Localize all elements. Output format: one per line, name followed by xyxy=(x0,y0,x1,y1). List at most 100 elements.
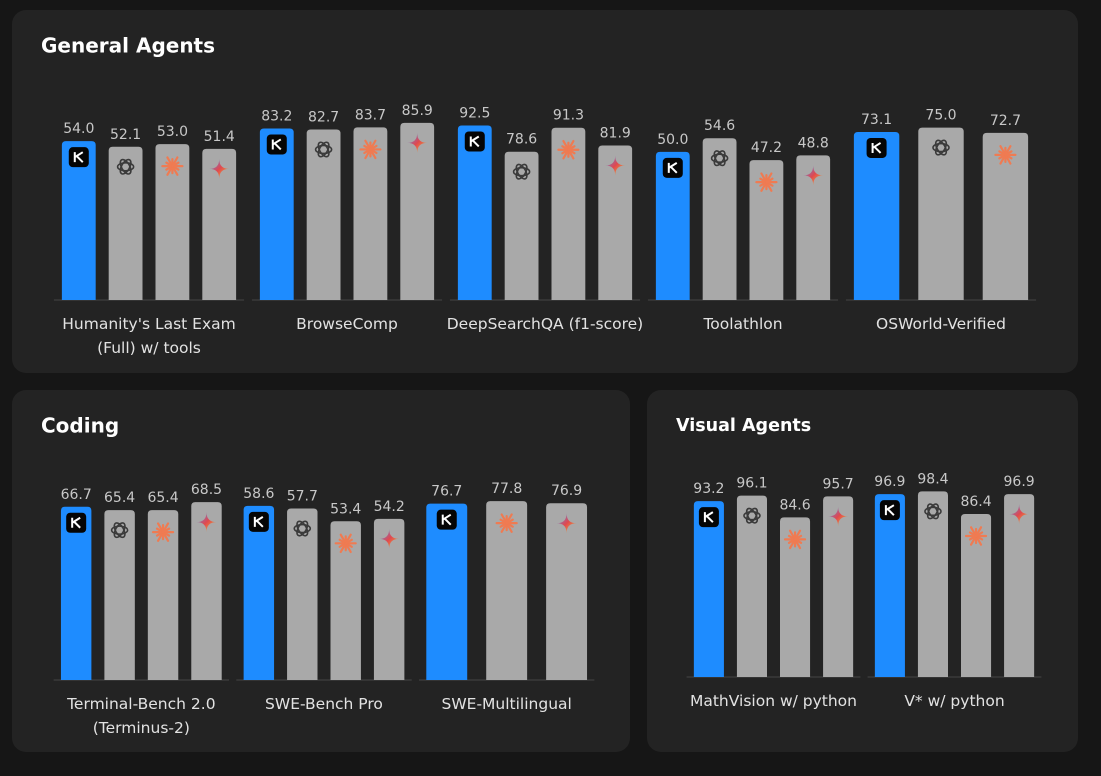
icon-ring xyxy=(317,141,330,158)
bar xyxy=(918,127,964,300)
bar xyxy=(917,491,948,677)
model-icon xyxy=(512,163,531,180)
model-icon xyxy=(710,150,729,167)
icon-star xyxy=(556,513,577,534)
bar xyxy=(243,505,275,680)
icon-ray xyxy=(369,144,378,151)
model-icon xyxy=(698,507,719,528)
icon-ring xyxy=(113,522,126,539)
icon-ray xyxy=(793,534,803,541)
icon-ring xyxy=(296,520,309,537)
bar xyxy=(202,148,237,300)
model-icon xyxy=(151,522,175,542)
category-label-box: MathVision w/ python xyxy=(690,692,857,710)
icon-ray xyxy=(567,145,576,151)
value-label: 48.8 xyxy=(798,135,829,151)
value-label: 68.5 xyxy=(191,482,222,498)
bar xyxy=(749,160,784,300)
model-icon xyxy=(379,528,400,549)
model-icon xyxy=(924,503,942,520)
bar xyxy=(60,506,92,680)
bar xyxy=(155,144,190,300)
value-label: 53.4 xyxy=(330,501,361,517)
icon-glyph xyxy=(703,511,714,523)
category-label: DeepSearchQA (f1-score) xyxy=(446,315,644,333)
icon-ring xyxy=(314,144,333,155)
icon-glyph xyxy=(884,504,895,516)
value-label: 57.7 xyxy=(287,489,318,505)
value-label: 92.5 xyxy=(459,105,490,121)
icon-glyph xyxy=(71,516,81,529)
icon-ring xyxy=(119,158,132,175)
model-icon xyxy=(196,512,217,533)
icon-ring xyxy=(515,163,528,180)
bar xyxy=(287,508,318,680)
panel-title: General Agents xyxy=(41,34,215,58)
category-label-box: Humanity's Last Exam (Full) w/ tools xyxy=(62,315,236,358)
icon-ring xyxy=(515,163,528,180)
icon-ring xyxy=(113,522,126,539)
icon-star xyxy=(379,528,400,549)
icon-glyph xyxy=(469,135,480,148)
value-label: 82.7 xyxy=(308,109,339,125)
icon-ring xyxy=(934,139,948,156)
model-icon xyxy=(803,165,824,186)
icon-star xyxy=(196,512,217,533)
value-label: 51.4 xyxy=(204,129,235,145)
model-icon xyxy=(879,500,900,521)
value-label: 91.3 xyxy=(553,108,584,124)
category-label-box: SWE-Multilingual xyxy=(441,695,571,713)
model-icon xyxy=(359,139,382,160)
model-icon xyxy=(266,134,287,155)
bar xyxy=(874,494,905,677)
icon-ring xyxy=(119,158,132,175)
icon-star xyxy=(605,155,626,176)
model-icon xyxy=(334,533,357,554)
model-icon xyxy=(1009,504,1030,525)
value-label: 54.0 xyxy=(63,121,94,137)
icon-glyph xyxy=(441,513,452,526)
icon-glyph xyxy=(871,142,882,154)
value-label: 66.7 xyxy=(61,487,92,503)
model-icon xyxy=(605,155,626,176)
category-label: Toolathlon xyxy=(703,315,783,333)
icon-ring xyxy=(293,523,312,534)
icon-ring xyxy=(710,153,729,164)
value-label: 72.7 xyxy=(990,113,1021,129)
bar xyxy=(330,521,361,680)
value-label: 78.6 xyxy=(506,132,537,148)
value-label: 83.7 xyxy=(355,107,386,123)
bar xyxy=(655,151,690,300)
icon-ring xyxy=(296,520,309,537)
bar xyxy=(982,132,1029,300)
value-label: 95.7 xyxy=(823,476,854,492)
bar xyxy=(259,128,294,300)
icon-ring xyxy=(924,506,942,517)
model-icon xyxy=(994,145,1017,165)
icon-ring xyxy=(934,139,948,156)
category-label: Humanity's Last Exam (Full) w/ tools xyxy=(62,315,236,358)
bar xyxy=(504,151,539,300)
model-icon xyxy=(964,526,988,546)
bar xyxy=(353,127,388,300)
model-icon xyxy=(110,522,129,539)
panel-title: Visual Agents xyxy=(676,416,811,436)
value-label: 96.9 xyxy=(874,474,905,490)
bar xyxy=(702,138,737,300)
model-icon xyxy=(161,156,184,176)
model-icon xyxy=(755,172,778,192)
icon-ring xyxy=(926,503,940,520)
bar xyxy=(551,127,586,301)
value-label: 77.8 xyxy=(491,481,522,497)
model-icon xyxy=(932,139,950,156)
value-label: 81.9 xyxy=(600,125,631,141)
category-label-box: V* w/ python xyxy=(904,692,1005,710)
value-label: 50.0 xyxy=(657,132,688,148)
icon-ring xyxy=(932,142,950,153)
icon-ray xyxy=(1004,150,1013,156)
model-icon xyxy=(743,507,761,524)
value-label: 96.9 xyxy=(1004,474,1035,490)
bar xyxy=(108,146,143,300)
category-label: V* w/ python xyxy=(904,692,1005,710)
